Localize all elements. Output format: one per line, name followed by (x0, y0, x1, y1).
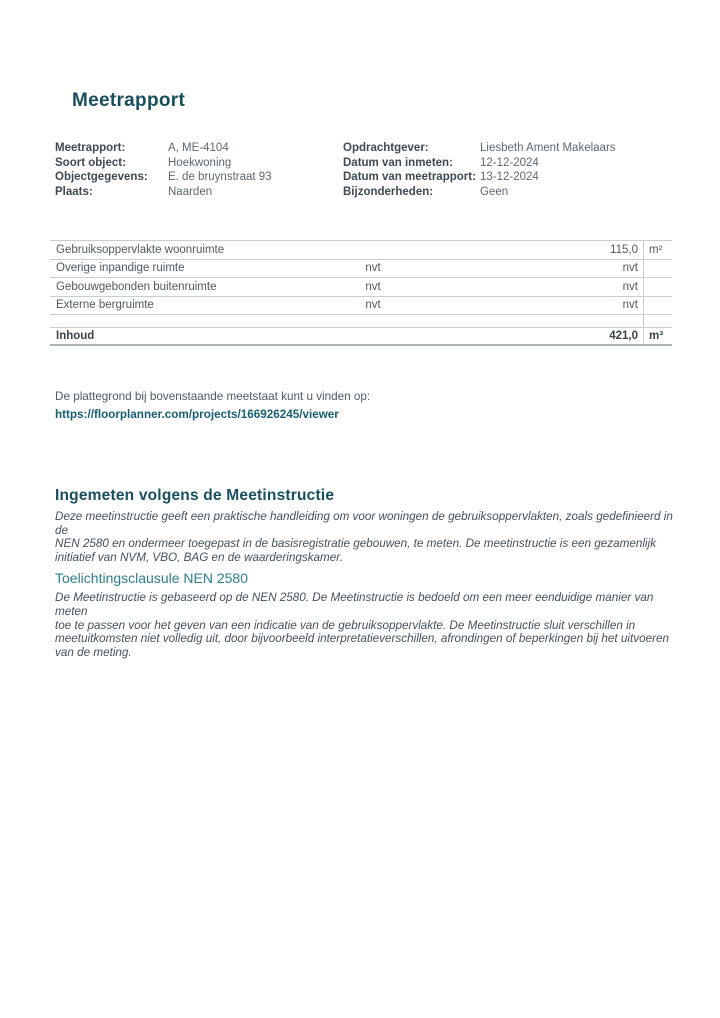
meta-value: E. de bruynstraat 93 (168, 171, 272, 184)
row-mid-value (308, 328, 438, 344)
row-label: Overige inpandige ruimte (56, 262, 185, 275)
section-body-toelichtingsclausule: De Meetinstructie is gebaseerd op de NEN… (55, 591, 669, 659)
meta-value: 12-12-2024 (480, 156, 539, 169)
meta-label: Datum van meetrapport: (343, 171, 476, 184)
table-row: Gebouwgebonden buitenruimte nvt nvt (50, 277, 672, 296)
row-mid-value: nvt (365, 280, 381, 293)
text-sections: Ingemeten volgens de Meetinstructie Deze… (55, 486, 675, 659)
row-unit (643, 315, 672, 327)
meta-label: Plaats: (55, 185, 93, 198)
row-value (438, 315, 643, 327)
row-label: Inhoud (56, 330, 95, 342)
section-heading-meetinstructie: Ingemeten volgens de Meetinstructie (55, 487, 335, 504)
row-label (50, 315, 308, 327)
section-body-meetinstructie: Deze meetinstructie geeft een praktische… (55, 510, 673, 564)
row-mid-value (308, 315, 438, 327)
floorplanner-link[interactable]: https://floorplanner.com/projects/166926… (55, 408, 339, 421)
table-spacer-row (50, 314, 672, 327)
meta-row-bijzonderheden: Bijzonderheden: Geen (343, 185, 670, 200)
row-unit: m³ (643, 328, 672, 344)
row-value: 421,0 (609, 330, 638, 342)
meta-label: Bijzonderheden: (343, 185, 434, 198)
row-value: 115,0 (610, 243, 638, 256)
row-mid-value: nvt (365, 262, 381, 275)
meta-value: Naarden (168, 185, 213, 198)
row-unit: m² (643, 241, 672, 259)
meta-label: Soort object: (55, 156, 126, 169)
report-metadata: Meetrapport: A, ME-4104 Soort object: Ho… (55, 141, 670, 199)
meta-row-datum-inmeten: Datum van inmeten: 12-12-2024 (343, 156, 670, 171)
meta-row-meetrapport: Meetrapport: A, ME-4104 (55, 141, 343, 156)
meta-row-plaats: Plaats: Naarden (55, 185, 343, 200)
meta-row-datum-meetrapport: Datum van meetrapport: 13-12-2024 (343, 170, 670, 185)
meta-label: Objectgegevens: (55, 171, 148, 184)
meta-row-opdrachtgever: Opdrachtgever: Liesbeth Ament Makelaars (343, 141, 670, 156)
meta-value: Geen (480, 185, 509, 198)
floorplan-link-block: De plattegrond bij bovenstaande meetstaa… (55, 389, 370, 421)
row-label: Gebouwgebonden buitenruimte (56, 280, 217, 293)
row-label: Externe bergruimte (56, 299, 154, 312)
meta-label: Datum van inmeten: (343, 156, 453, 169)
row-unit (643, 278, 672, 296)
meta-value: 13-12-2024 (480, 171, 539, 184)
measurement-table: Gebruiksoppervlakte woonruimte 115,0 m² … (50, 240, 672, 346)
row-mid-value (308, 241, 438, 259)
metadata-column-left: Meetrapport: A, ME-4104 Soort object: Ho… (55, 141, 343, 199)
meta-label: Opdrachtgever: (343, 142, 429, 154)
floorplan-intro-text: De plattegrond bij bovenstaande meetstaa… (55, 390, 371, 403)
table-row: Externe bergruimte nvt nvt (50, 295, 672, 314)
row-unit (643, 296, 672, 314)
row-value: nvt (622, 262, 638, 275)
page-title: Meetrapport (72, 90, 186, 111)
meta-row-objectgegevens: Objectgegevens: E. de bruynstraat 93 (55, 170, 343, 185)
table-row: Overige inpandige ruimte nvt nvt (50, 258, 672, 277)
section-heading-toelichtingsclausule: Toelichtingsclausule NEN 2580 (55, 570, 248, 587)
meta-value: Hoekwoning (168, 156, 232, 169)
meta-value: A, ME-4104 (168, 142, 229, 154)
table-total-row: Inhoud 421,0 m³ (50, 327, 672, 346)
meta-value: Liesbeth Ament Makelaars (480, 142, 616, 154)
table-row: Gebruiksoppervlakte woonruimte 115,0 m² (50, 240, 672, 259)
row-mid-value: nvt (365, 299, 381, 312)
row-label: Gebruiksoppervlakte woonruimte (56, 243, 225, 256)
metadata-column-right: Opdrachtgever: Liesbeth Ament Makelaars … (343, 141, 670, 199)
row-value: nvt (622, 280, 638, 293)
meta-row-soort-object: Soort object: Hoekwoning (55, 156, 343, 171)
row-value: nvt (622, 299, 638, 312)
row-unit (643, 259, 672, 277)
meta-label: Meetrapport: (55, 142, 126, 154)
